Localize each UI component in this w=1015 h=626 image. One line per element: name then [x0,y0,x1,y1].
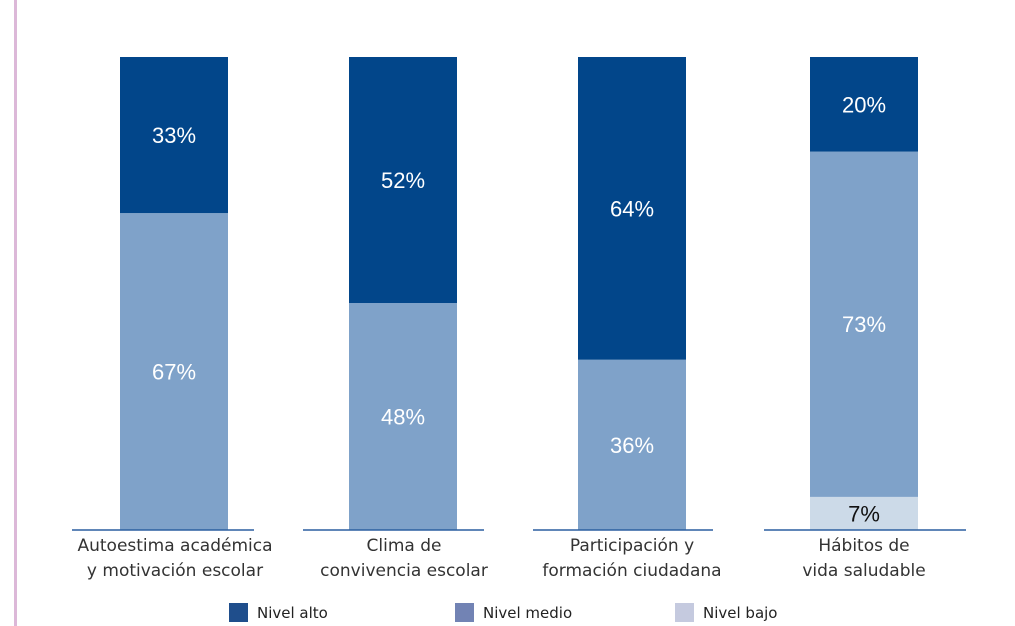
data-label: 73% [842,312,886,337]
category-label: Autoestima académica [77,536,272,556]
data-label: 20% [842,92,886,117]
data-label: 36% [610,433,654,458]
category-label: vida saludable [802,561,925,581]
data-label: 64% [610,196,654,221]
bar-segment [578,57,686,360]
category-label: y motivación escolar [87,561,263,581]
category-label: Hábitos de [818,536,909,556]
bar-segment [120,213,228,530]
data-label: 7% [848,501,880,526]
bar-segment [810,151,918,497]
legend-swatch [229,603,248,622]
category-label: convivencia escolar [320,561,488,581]
legend-label: Nivel bajo [703,604,778,622]
bar-segment [810,57,918,152]
bar-segment [349,57,457,303]
legend-swatch [455,603,474,622]
legend-label: Nivel alto [257,604,328,622]
left-divider [14,0,17,626]
bar-segment [349,303,457,530]
legend-swatch [675,603,694,622]
data-label: 48% [381,405,425,430]
legend-label: Nivel medio [483,604,572,622]
data-label: 67% [152,360,196,385]
category-label: Clima de [367,536,442,556]
bar-segment [810,496,918,530]
bar-segment [120,57,228,214]
data-label: 33% [152,123,196,148]
category-label: Participación y [570,536,694,556]
data-label: 52% [381,168,425,193]
bar-segment [578,359,686,530]
category-label: formación ciudadana [542,561,721,581]
